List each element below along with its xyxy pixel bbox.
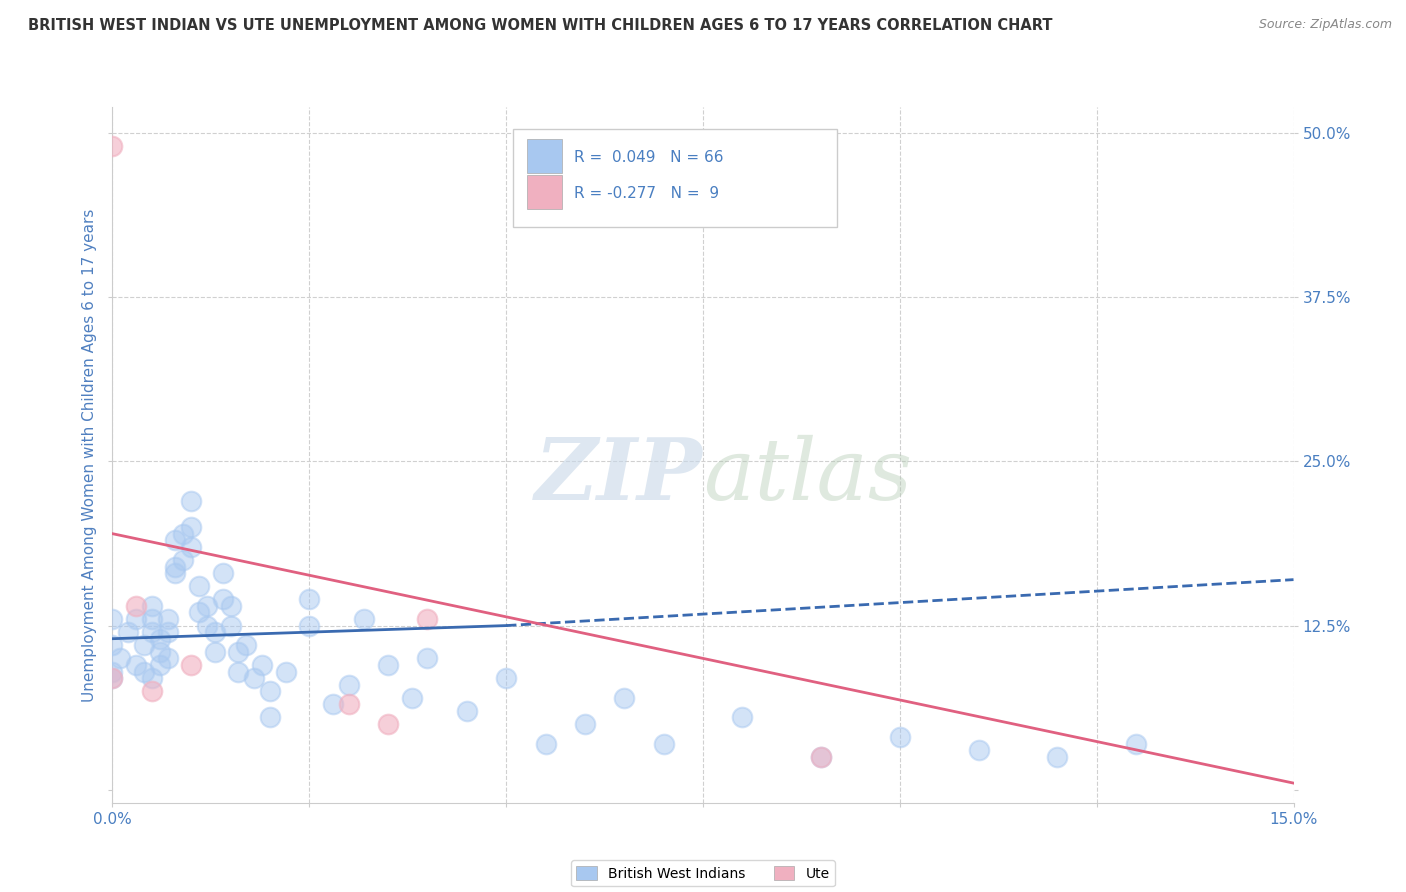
Point <box>967 743 990 757</box>
Point <box>337 698 360 712</box>
Legend: British West Indians, Ute: British West Indians, Ute <box>571 861 835 887</box>
Point <box>353 612 375 626</box>
Point <box>117 625 139 640</box>
Point <box>1125 737 1147 751</box>
Text: atlas: atlas <box>703 434 912 517</box>
Point <box>534 737 557 751</box>
Point <box>156 651 179 665</box>
Point <box>298 618 321 632</box>
Text: ZIP: ZIP <box>536 434 703 517</box>
Point <box>101 612 124 626</box>
Point <box>141 625 163 640</box>
Point <box>401 690 423 705</box>
Point <box>125 657 148 672</box>
Point <box>322 698 344 712</box>
Point <box>259 710 281 724</box>
Point <box>810 749 832 764</box>
Point <box>810 749 832 764</box>
Point <box>180 657 202 672</box>
Point <box>180 494 202 508</box>
Point <box>204 645 226 659</box>
Point <box>195 618 218 632</box>
Point <box>156 625 179 640</box>
Point <box>125 612 148 626</box>
Point <box>149 657 172 672</box>
Point <box>274 665 297 679</box>
Point <box>259 684 281 698</box>
Point <box>574 717 596 731</box>
Point <box>243 671 266 685</box>
Point <box>180 520 202 534</box>
Point <box>456 704 478 718</box>
Point <box>149 632 172 646</box>
Point <box>377 657 399 672</box>
Point <box>416 612 439 626</box>
Point <box>188 606 211 620</box>
Text: R =  0.049   N = 66: R = 0.049 N = 66 <box>574 150 723 165</box>
Point <box>337 678 360 692</box>
Point <box>204 625 226 640</box>
Point <box>141 684 163 698</box>
Point <box>298 592 321 607</box>
Point <box>235 638 257 652</box>
Point <box>141 671 163 685</box>
Point <box>172 553 194 567</box>
Point <box>141 599 163 613</box>
Point <box>211 592 233 607</box>
Point <box>250 657 273 672</box>
Point <box>172 526 194 541</box>
Text: BRITISH WEST INDIAN VS UTE UNEMPLOYMENT AMONG WOMEN WITH CHILDREN AGES 6 TO 17 Y: BRITISH WEST INDIAN VS UTE UNEMPLOYMENT … <box>28 18 1053 33</box>
Point <box>165 566 187 580</box>
Point <box>416 651 439 665</box>
Point <box>180 540 202 554</box>
Point <box>101 139 124 153</box>
Point <box>211 566 233 580</box>
Point <box>219 599 242 613</box>
Point <box>125 599 148 613</box>
Point <box>141 612 163 626</box>
Point <box>149 645 172 659</box>
Point <box>165 533 187 548</box>
Point <box>101 671 124 685</box>
Point <box>219 618 242 632</box>
Point <box>101 671 124 685</box>
Point <box>652 737 675 751</box>
Point <box>110 651 132 665</box>
Point <box>1046 749 1069 764</box>
Point <box>613 690 636 705</box>
Point <box>132 638 155 652</box>
Point <box>156 612 179 626</box>
Point <box>101 638 124 652</box>
Text: R = -0.277   N =  9: R = -0.277 N = 9 <box>574 186 718 201</box>
Y-axis label: Unemployment Among Women with Children Ages 6 to 17 years: Unemployment Among Women with Children A… <box>82 208 97 702</box>
Point <box>228 665 250 679</box>
Point <box>165 559 187 574</box>
Point <box>495 671 517 685</box>
Point <box>188 579 211 593</box>
Point <box>101 665 124 679</box>
Point <box>132 665 155 679</box>
Point <box>889 730 911 744</box>
Point <box>731 710 754 724</box>
Point <box>377 717 399 731</box>
Text: Source: ZipAtlas.com: Source: ZipAtlas.com <box>1258 18 1392 31</box>
Point <box>195 599 218 613</box>
Point <box>228 645 250 659</box>
